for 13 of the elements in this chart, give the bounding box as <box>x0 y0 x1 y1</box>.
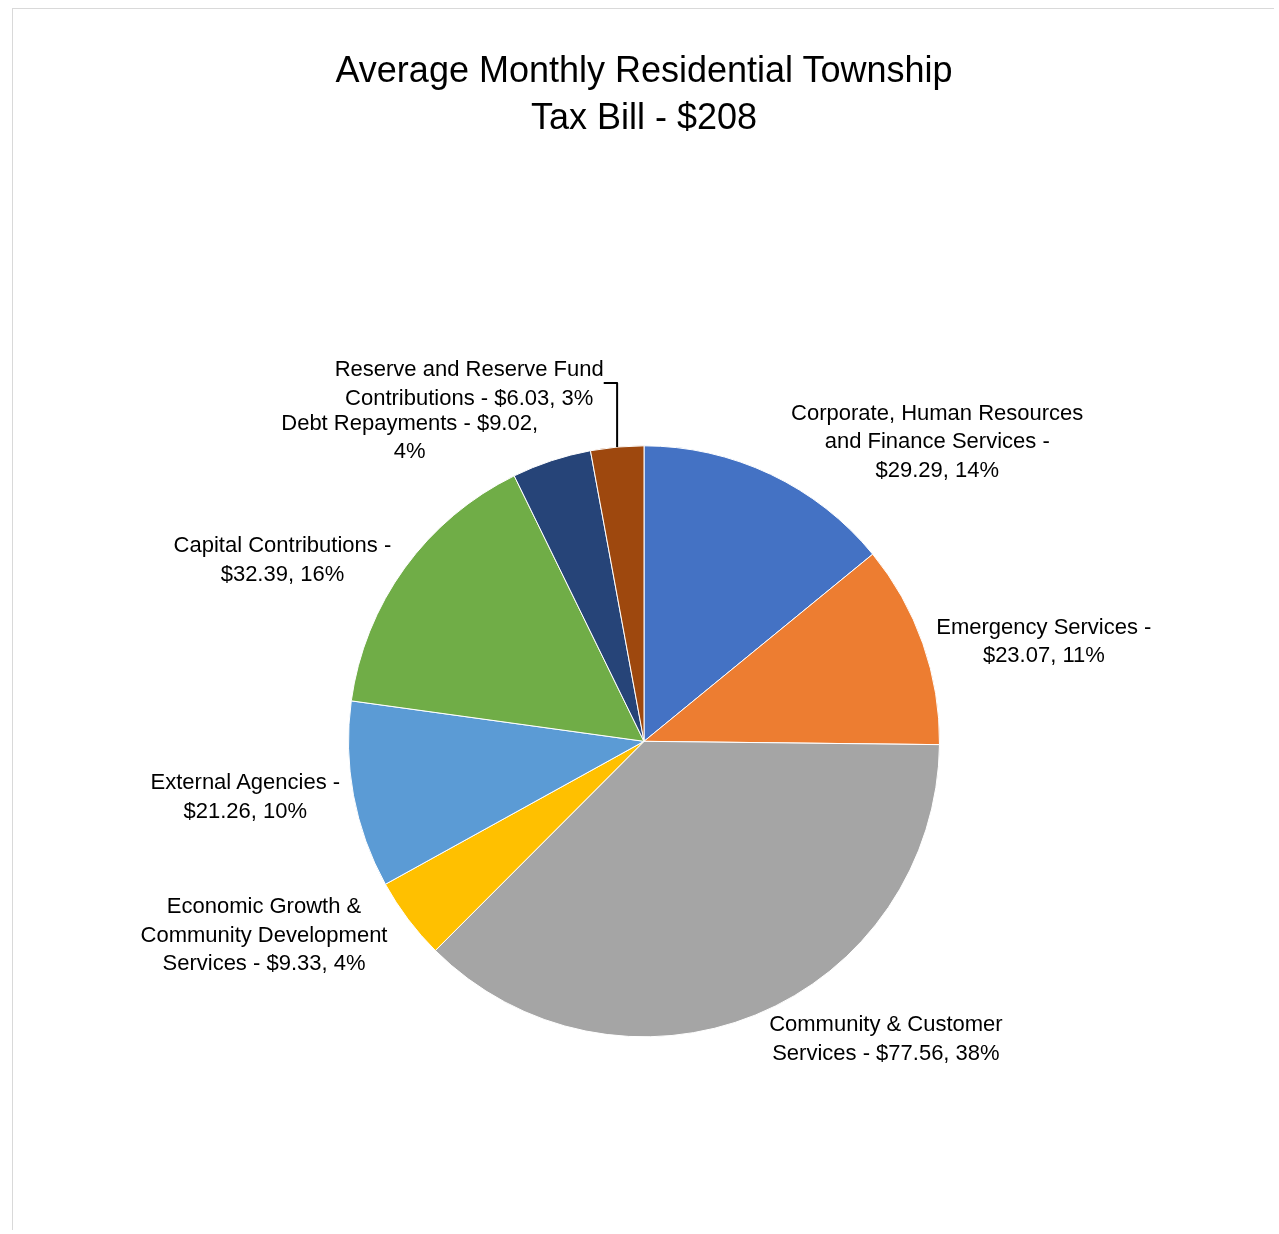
chart-title: Average Monthly Residential Township Tax Bill - $208 <box>335 49 953 138</box>
data-label: $32.39, 16% <box>220 560 345 586</box>
data-label: $29.29, 14% <box>875 456 999 482</box>
data-label: $23.07, 11% <box>982 642 1105 668</box>
slice-label: Capital Contributions - <box>173 531 392 557</box>
data-label: $21.26, 10% <box>183 798 308 824</box>
slice-label: Economic Growth & Community Development Services - $9.33, 4% <box>140 892 388 976</box>
slice-label: Corporate, Human Resources and Finance Services - <box>791 399 1084 454</box>
slice-label: Community & Customer Services - $77.56, 38% <box>769 1011 1003 1065</box>
slice-label: Emergency Services - <box>936 613 1152 639</box>
slice-label: Reserve and Reserve Fund Contributions - $6.03, 3% <box>334 356 604 410</box>
slice-label: External Agencies - <box>150 769 341 795</box>
slice-label: Debt Repayments - $9.02, 4% <box>281 409 539 464</box>
